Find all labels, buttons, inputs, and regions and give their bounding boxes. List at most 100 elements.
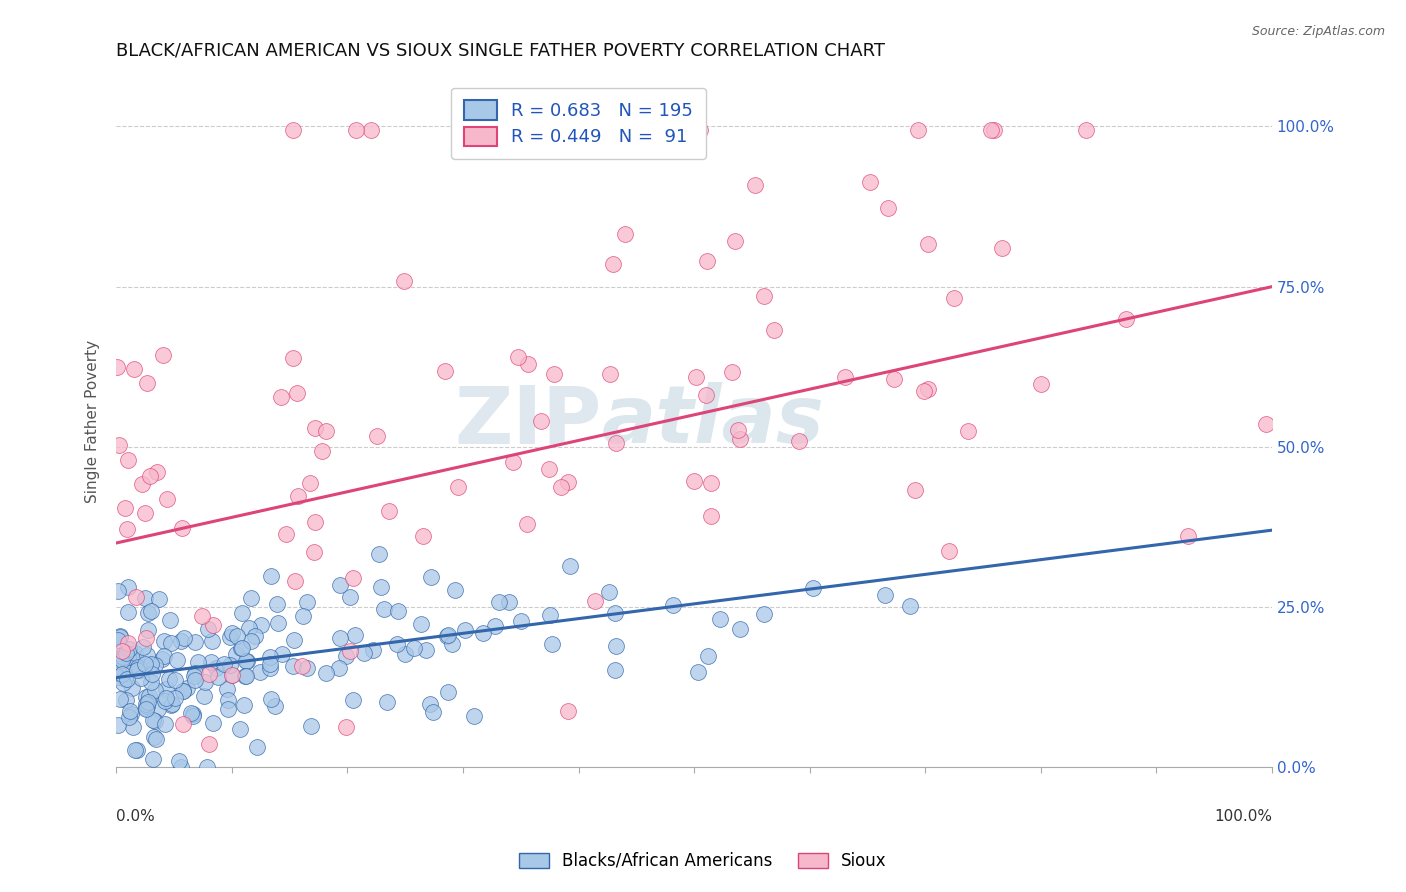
Point [134,506,156,520]
Point [602,257,624,271]
Point [136,376,159,391]
Point [444,582,467,597]
Point [284,574,307,589]
Point [685,369,707,384]
Point [373,602,395,616]
Point [360,122,382,136]
Point [124,743,146,757]
Point [142,713,165,727]
Point [212,657,235,672]
Point [956,424,979,438]
Point [917,382,939,396]
Point [183,673,205,688]
Point [859,175,882,189]
Point [613,227,636,241]
Point [139,604,162,618]
Point [165,690,187,705]
Point [683,474,706,488]
Point [124,646,146,660]
Point [270,648,292,662]
Point [375,695,398,709]
Point [557,475,579,490]
Point [115,647,138,661]
Point [135,697,157,711]
Point [217,692,239,706]
Point [207,670,229,684]
Point [111,644,134,658]
Point [121,654,143,668]
Point [146,465,169,479]
Point [292,609,315,624]
Point [125,591,148,605]
Point [363,643,385,657]
Point [1115,312,1137,326]
Point [155,691,177,706]
Point [662,598,685,612]
Point [387,637,409,651]
Text: 0.0%: 0.0% [117,809,155,824]
Point [834,370,856,384]
Point [153,633,176,648]
Point [560,559,582,574]
Point [180,706,202,720]
Point [125,653,148,667]
Point [172,684,194,698]
Point [368,547,391,561]
Point [440,637,463,651]
Point [484,619,506,633]
Point [121,681,143,695]
Point [517,358,540,372]
Point [176,681,198,695]
Point [1076,122,1098,136]
Point [342,571,364,585]
Point [344,628,367,642]
Point [699,509,721,524]
Point [402,641,425,656]
Point [118,710,141,724]
Point [298,475,321,490]
Point [752,607,775,622]
Point [197,623,219,637]
Point [328,661,350,675]
Point [229,722,252,736]
Point [135,702,157,716]
Point [980,122,1002,136]
Point [218,657,240,672]
Point [138,469,160,483]
Point [221,625,243,640]
Point [219,630,242,644]
Point [342,693,364,707]
Point [132,640,155,655]
Point [118,641,141,656]
Point [688,665,710,680]
Point [276,526,298,541]
Point [127,663,149,677]
Point [118,704,141,718]
Point [107,718,129,732]
Point [122,362,145,376]
Point [129,671,152,685]
Point [315,424,337,438]
Legend: Blacks/African Americans, Sioux: Blacks/African Americans, Sioux [513,846,893,877]
Point [259,657,281,672]
Point [689,122,711,136]
Point [335,721,357,735]
Point [131,477,153,491]
Point [302,545,325,559]
Point [231,641,253,656]
Point [537,462,560,476]
Point [136,623,159,637]
Point [436,629,458,643]
Point [249,665,271,679]
Text: Source: ZipAtlas.com: Source: ZipAtlas.com [1251,25,1385,38]
Point [111,653,134,667]
Point [167,754,190,768]
Point [181,708,204,723]
Point [437,685,460,699]
Point [143,714,166,728]
Point [509,615,531,629]
Point [394,648,416,662]
Text: 100.0%: 100.0% [1213,809,1272,824]
Point [246,739,269,754]
Point [339,644,361,658]
